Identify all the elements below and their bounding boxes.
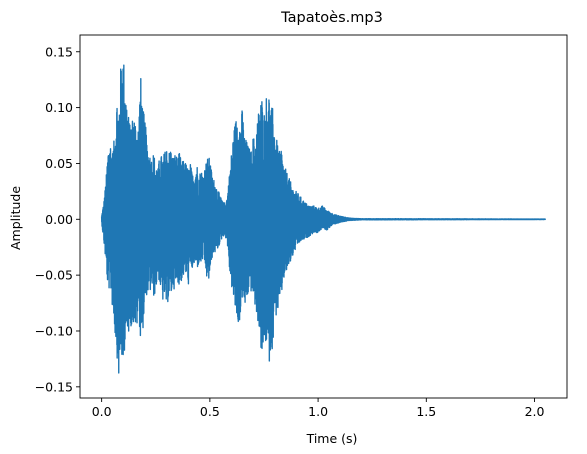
x-tick-label: 1.0	[308, 404, 328, 419]
x-tick-label: 0.0	[92, 404, 112, 419]
y-axis-label: Amplitude	[8, 186, 23, 250]
y-tick-label: −0.05	[35, 268, 73, 283]
y-tick-label: 0.00	[45, 212, 73, 227]
plot-area	[100, 64, 546, 374]
chart-title: Tapatoès.mp3	[280, 10, 383, 26]
y-tick-label: −0.15	[35, 379, 73, 394]
axes-frame	[79, 34, 568, 399]
axes: 0.0 0.5 1.0 1.5 2.0 −0.15 −0.10 −0.05 0.00 0.05 0.…	[35, 34, 568, 419]
x-tick-label: 2.0	[525, 404, 545, 419]
y-tick-label: −0.10	[35, 323, 73, 338]
x-axis-label: Time (s)	[306, 431, 358, 446]
waveform-series-line	[100, 64, 546, 374]
y-tick-label: 0.15	[45, 44, 73, 59]
y-tick-label: 0.05	[45, 156, 73, 171]
x-tick-label: 1.5	[416, 404, 436, 419]
y-tick-label: 0.10	[45, 100, 73, 115]
x-tick-label: 0.5	[200, 404, 220, 419]
